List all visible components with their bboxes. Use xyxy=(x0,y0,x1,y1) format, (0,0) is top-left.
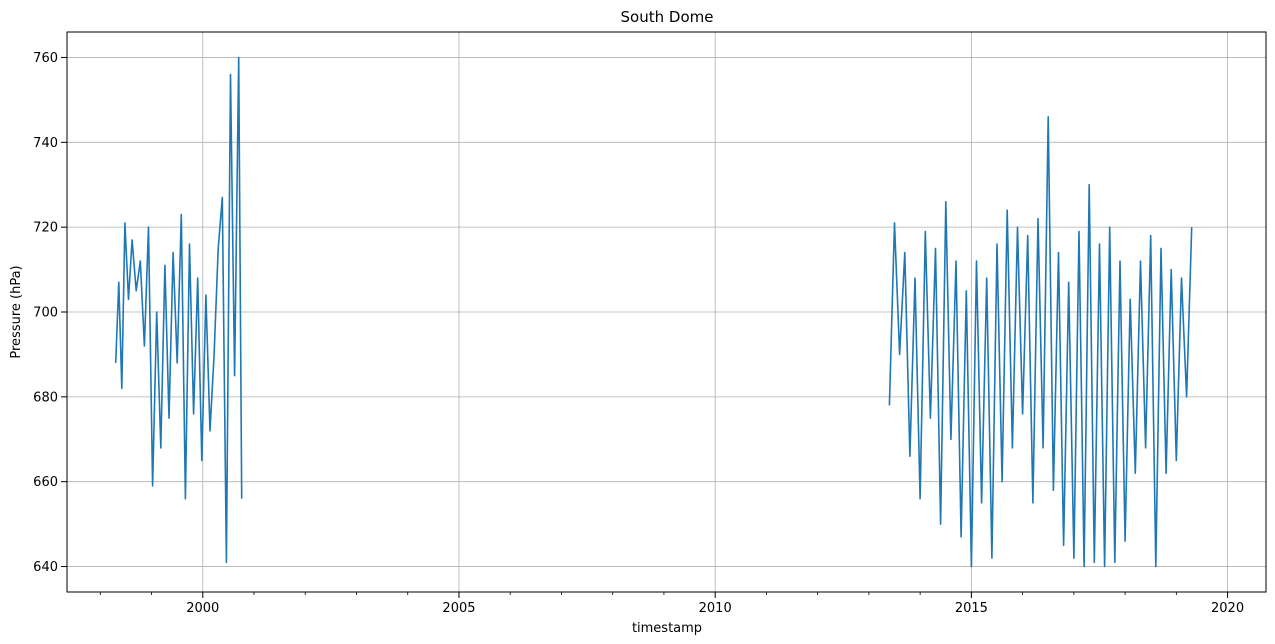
y-tick-label: 740 xyxy=(33,136,58,151)
x-tick-label: 2000 xyxy=(186,601,219,616)
y-tick-label: 720 xyxy=(33,221,58,236)
series-line xyxy=(114,56,243,564)
y-tick-label: 680 xyxy=(33,390,58,405)
x-axis-title: timestamp xyxy=(632,621,702,636)
series-line xyxy=(888,116,1193,568)
x-tick-label: 2005 xyxy=(442,601,475,616)
y-tick-label: 760 xyxy=(33,51,58,66)
y-tick-label: 640 xyxy=(33,560,58,575)
chart-title: South Dome xyxy=(621,8,714,26)
x-tick-label: 2010 xyxy=(699,601,732,616)
x-tick-label: 2015 xyxy=(955,601,988,616)
y-tick-label: 700 xyxy=(33,306,58,321)
y-axis-title: Pressure (hPa) xyxy=(9,265,24,358)
x-tick-label: 2020 xyxy=(1211,601,1244,616)
plot-area: 2000 2005 2010 2015 2020 640 660 680 700 720 740 76… xyxy=(33,31,1267,616)
y-tick-label: 660 xyxy=(33,475,58,490)
